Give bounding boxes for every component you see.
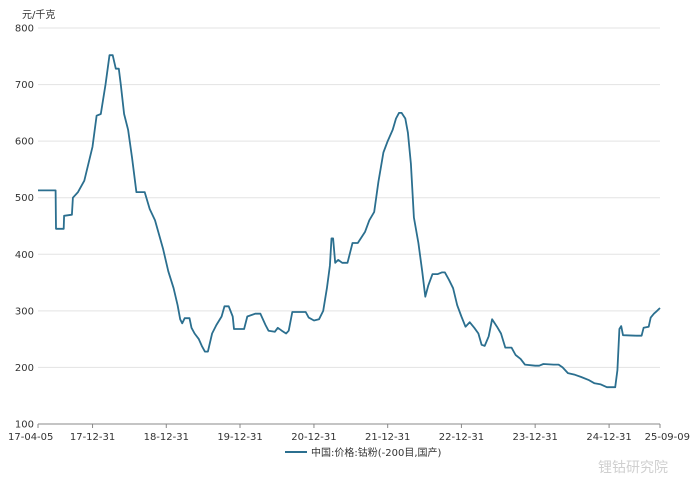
y-axis-ticks: 100 200 300 400 500 600 700 800 — [15, 24, 34, 431]
y-tick-label: 100 — [15, 420, 34, 431]
x-tick-label: 17-04-05 — [8, 432, 53, 443]
x-tick-label: 23-12-31 — [512, 432, 557, 443]
x-tick-label: 25-09-09 — [645, 432, 690, 443]
legend-label: 中国:价格:钴粉(-200目,国产) — [311, 446, 442, 459]
y-axis-unit-label: 元/千克 — [22, 9, 55, 21]
x-tick-label: 20-12-31 — [291, 432, 336, 443]
y-tick-label: 400 — [15, 250, 34, 261]
y-tick-label: 800 — [15, 24, 34, 35]
x-tick-label: 18-12-31 — [144, 432, 189, 443]
y-tick-label: 500 — [15, 193, 34, 204]
x-tick-label: 17-12-31 — [70, 432, 115, 443]
x-tick-label: 24-12-31 — [586, 432, 631, 443]
legend[interactable]: 中国:价格:钴粉(-200目,国产) — [285, 446, 442, 459]
y-tick-label: 700 — [15, 80, 34, 91]
x-tick-label: 22-12-31 — [439, 432, 484, 443]
y-tick-label: 200 — [15, 363, 34, 374]
series-line-0[interactable] — [38, 54, 661, 389]
x-tick-label: 21-12-31 — [365, 432, 410, 443]
x-axis-ticks: 17-04-05 17-12-31 18-12-31 19-12-31 20-12-31… — [8, 424, 690, 443]
grid-lines — [38, 27, 660, 368]
watermark-text: 锂钴研究院 — [598, 460, 668, 476]
y-tick-label: 300 — [15, 306, 34, 317]
series-layer — [38, 54, 661, 389]
x-tick-label: 19-12-31 — [217, 432, 262, 443]
y-tick-label: 600 — [15, 137, 34, 148]
